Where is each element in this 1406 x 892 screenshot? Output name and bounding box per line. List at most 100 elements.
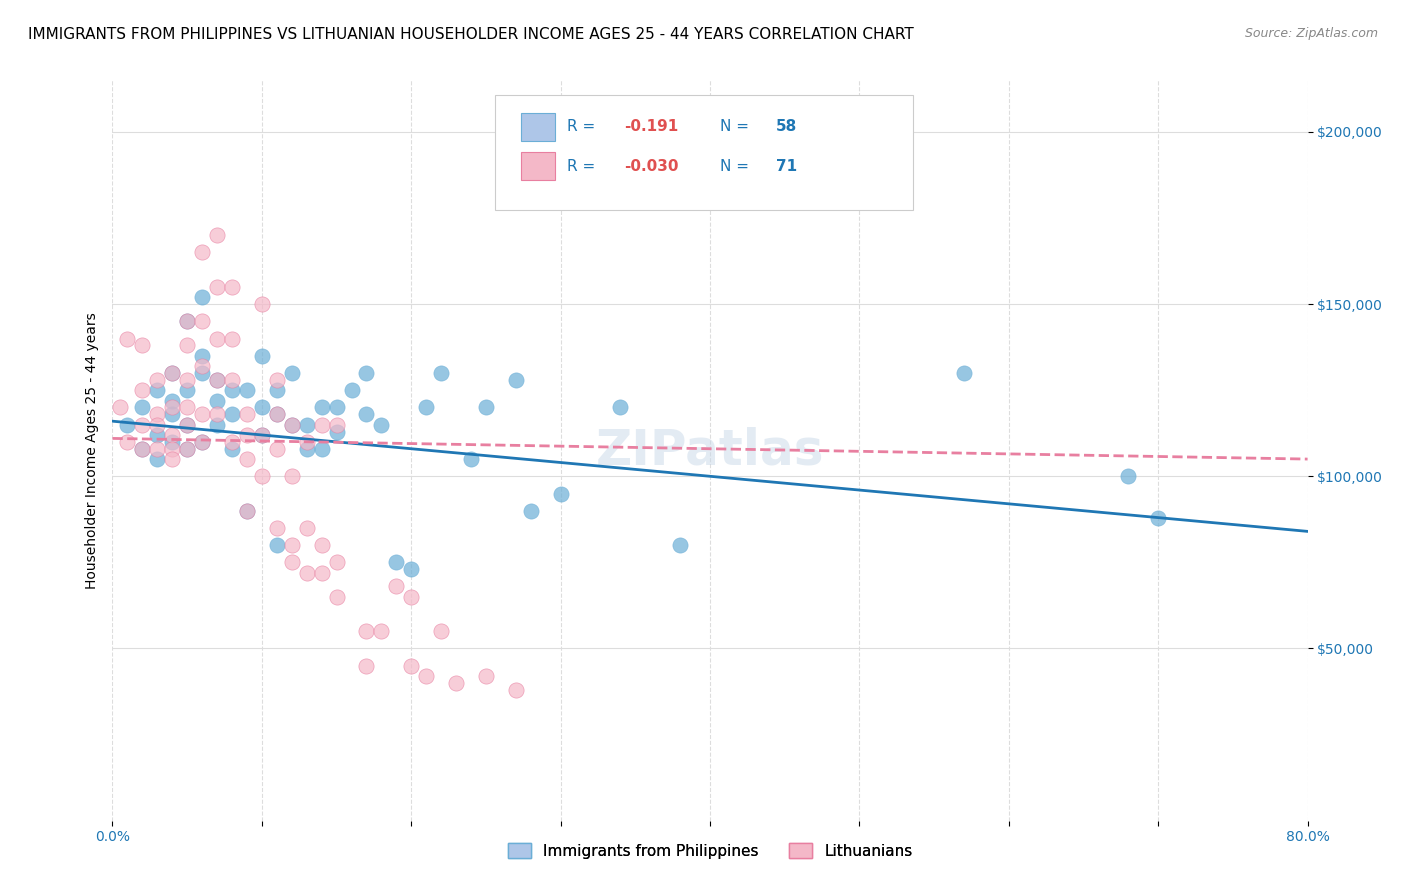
Point bbox=[401, 590, 423, 604]
Point bbox=[205, 393, 228, 408]
Point bbox=[176, 338, 198, 352]
Point bbox=[205, 417, 228, 432]
Point bbox=[444, 676, 467, 690]
Text: N =: N = bbox=[720, 159, 754, 174]
Point bbox=[266, 521, 288, 535]
Point bbox=[131, 338, 153, 352]
Text: N =: N = bbox=[720, 120, 754, 135]
Point bbox=[146, 452, 169, 467]
Point bbox=[266, 407, 288, 421]
Point bbox=[162, 407, 183, 421]
Point bbox=[266, 442, 288, 456]
Point bbox=[415, 401, 437, 415]
Text: R =: R = bbox=[567, 120, 600, 135]
Text: 71: 71 bbox=[776, 159, 797, 174]
Point bbox=[191, 359, 214, 373]
Point bbox=[311, 401, 333, 415]
Point bbox=[281, 555, 304, 569]
Point bbox=[356, 407, 378, 421]
Point bbox=[340, 383, 363, 397]
Point bbox=[162, 366, 183, 380]
Point bbox=[191, 407, 214, 421]
Point bbox=[520, 504, 543, 518]
Point bbox=[295, 521, 318, 535]
Point bbox=[221, 332, 243, 346]
Point bbox=[221, 373, 243, 387]
Text: -0.030: -0.030 bbox=[624, 159, 679, 174]
Point bbox=[266, 383, 288, 397]
Point bbox=[550, 486, 572, 500]
Point bbox=[295, 566, 318, 580]
Point bbox=[505, 682, 527, 697]
Point bbox=[325, 555, 347, 569]
Point bbox=[117, 332, 139, 346]
Point bbox=[191, 290, 214, 304]
Point bbox=[162, 393, 183, 408]
Text: IMMIGRANTS FROM PHILIPPINES VS LITHUANIAN HOUSEHOLDER INCOME AGES 25 - 44 YEARS : IMMIGRANTS FROM PHILIPPINES VS LITHUANIA… bbox=[28, 27, 914, 42]
Point bbox=[475, 401, 498, 415]
Point bbox=[295, 417, 318, 432]
Point bbox=[176, 442, 198, 456]
Point bbox=[266, 407, 288, 421]
Point bbox=[356, 366, 378, 380]
Point bbox=[460, 452, 482, 467]
Point bbox=[146, 442, 169, 456]
Point bbox=[1118, 469, 1140, 483]
Point bbox=[236, 383, 259, 397]
Point bbox=[131, 417, 153, 432]
Point bbox=[146, 407, 169, 421]
Point bbox=[117, 417, 139, 432]
Point bbox=[176, 373, 198, 387]
Point bbox=[236, 504, 259, 518]
Point bbox=[953, 366, 976, 380]
Point bbox=[205, 228, 228, 243]
Point bbox=[131, 401, 153, 415]
Point bbox=[250, 349, 273, 363]
Point bbox=[176, 417, 198, 432]
Point bbox=[281, 417, 304, 432]
Point bbox=[415, 669, 437, 683]
Point bbox=[176, 314, 198, 328]
Point bbox=[191, 314, 214, 328]
Point bbox=[325, 417, 347, 432]
Point bbox=[505, 373, 527, 387]
Point bbox=[162, 442, 183, 456]
Point bbox=[475, 669, 498, 683]
Point bbox=[221, 280, 243, 294]
Y-axis label: Householder Income Ages 25 - 44 years: Householder Income Ages 25 - 44 years bbox=[84, 312, 98, 589]
Point bbox=[191, 245, 214, 260]
Point bbox=[295, 434, 318, 449]
Point bbox=[131, 442, 153, 456]
Point bbox=[205, 280, 228, 294]
Point bbox=[131, 442, 153, 456]
Point bbox=[205, 332, 228, 346]
Point bbox=[250, 297, 273, 311]
Point bbox=[117, 434, 139, 449]
Point bbox=[191, 349, 214, 363]
Point bbox=[162, 401, 183, 415]
Point bbox=[401, 658, 423, 673]
Point bbox=[176, 442, 198, 456]
Point bbox=[236, 428, 259, 442]
Text: Source: ZipAtlas.com: Source: ZipAtlas.com bbox=[1244, 27, 1378, 40]
Text: R =: R = bbox=[567, 159, 600, 174]
Point bbox=[325, 425, 347, 439]
Point bbox=[176, 314, 198, 328]
Point bbox=[176, 383, 198, 397]
Point bbox=[250, 469, 273, 483]
Point bbox=[221, 442, 243, 456]
Point bbox=[401, 562, 423, 576]
Text: ZIPatlas: ZIPatlas bbox=[596, 426, 824, 475]
Point bbox=[146, 428, 169, 442]
Point bbox=[311, 566, 333, 580]
Point bbox=[205, 373, 228, 387]
Point bbox=[250, 428, 273, 442]
Point bbox=[250, 428, 273, 442]
Point bbox=[236, 407, 259, 421]
Point bbox=[281, 538, 304, 552]
Point bbox=[281, 469, 304, 483]
Point bbox=[311, 538, 333, 552]
Point bbox=[609, 401, 631, 415]
Point bbox=[108, 401, 131, 415]
Point bbox=[281, 417, 304, 432]
